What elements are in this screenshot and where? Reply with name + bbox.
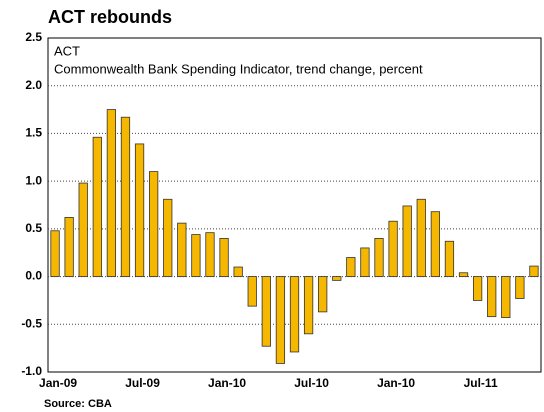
y-tick-label: 2.0 — [25, 78, 42, 92]
y-tick-label: 0.0 — [25, 269, 42, 283]
bar — [374, 237, 384, 277]
bar — [177, 222, 187, 277]
x-tick-label: Jan-10 — [377, 376, 415, 390]
bar — [120, 116, 131, 277]
bar — [78, 182, 88, 277]
x-tick-label: Jul-09 — [125, 376, 160, 390]
bar — [501, 276, 511, 319]
bar — [247, 276, 257, 307]
bar — [275, 276, 286, 364]
bar — [332, 276, 342, 281]
bar — [515, 276, 525, 299]
y-tick-label: 1.5 — [25, 126, 42, 140]
bar — [487, 276, 497, 318]
bar — [444, 240, 455, 277]
bar — [360, 247, 370, 277]
bar — [50, 230, 60, 277]
bar — [529, 265, 539, 277]
x-tick-label: Jul-10 — [294, 376, 329, 390]
bar — [106, 109, 117, 277]
bar — [472, 276, 483, 301]
bar — [303, 276, 314, 335]
bar — [388, 220, 398, 277]
subtitle: Commonwealth Bank Spending Indicator, tr… — [54, 61, 423, 76]
bar — [430, 211, 440, 277]
y-tick-label: -0.5 — [21, 316, 42, 330]
bar — [149, 171, 159, 277]
bar — [205, 232, 215, 277]
source: Source: CBA — [44, 398, 112, 410]
bar — [64, 217, 74, 277]
bar — [289, 276, 300, 353]
x-tick-label: Jul-11 — [464, 376, 498, 390]
y-tick-label: -1.0 — [21, 364, 42, 378]
y-tick-label: 0.5 — [25, 221, 42, 235]
bar — [92, 136, 102, 277]
bar — [191, 234, 201, 277]
bar — [416, 198, 426, 277]
x-tick-label: Jan-10 — [208, 376, 246, 390]
bar — [458, 272, 469, 277]
bar — [233, 266, 243, 277]
bar — [219, 237, 229, 277]
bar — [163, 198, 173, 277]
bar — [402, 205, 412, 277]
subtitle: ACT — [54, 43, 80, 58]
y-tick-label: 2.5 — [25, 30, 42, 44]
chart-title: ACT rebounds — [48, 7, 172, 27]
bar — [134, 143, 145, 277]
bar — [346, 257, 356, 277]
bar — [318, 276, 328, 313]
y-tick-label: 1.0 — [25, 173, 42, 187]
x-tick-label: Jan-09 — [39, 376, 77, 390]
bar — [261, 276, 271, 347]
